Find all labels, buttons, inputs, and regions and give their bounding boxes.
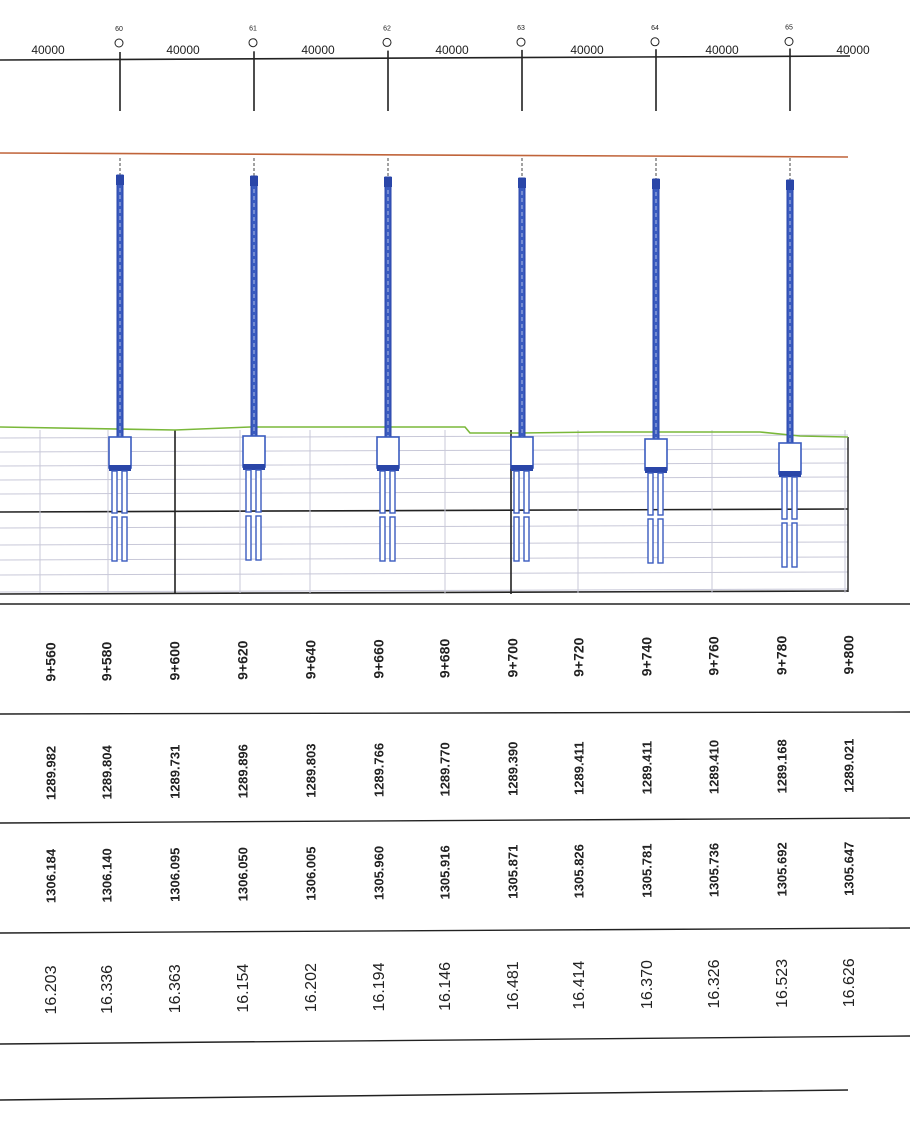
- soil-layer-grid: [0, 430, 849, 595]
- span-length-label: 40000: [435, 43, 469, 57]
- table-cell: 16.154: [235, 964, 252, 1013]
- table-cell: 9+620: [235, 640, 251, 680]
- pier-axis-marker: [784, 37, 794, 46]
- table-cell: 9+740: [639, 637, 655, 677]
- pier-structures: [108, 158, 802, 568]
- table-rules: [0, 603, 910, 1101]
- table-cell: 9+800: [841, 635, 857, 675]
- table-cell: 1289.982: [43, 746, 58, 800]
- table-cell: 1289.804: [99, 745, 114, 800]
- table-cell: 16.370: [639, 960, 656, 1009]
- table-cell: 1306.005: [303, 846, 318, 900]
- table-cell: 16.414: [571, 961, 588, 1010]
- table-cell: 1289.411: [639, 741, 654, 795]
- table-cell: 9+680: [437, 639, 453, 679]
- pier-number-label: 63: [517, 25, 525, 32]
- pier-markers: 60 61 62 63 64 65: [114, 25, 794, 111]
- ground-elevation-row: 1289.982 1289.804 1289.731 1289.896 1289.803…: [43, 739, 856, 800]
- table-cell: 1305.647: [841, 842, 856, 896]
- span-length-label: 40000: [570, 43, 604, 57]
- pier: [376, 158, 400, 562]
- table-cell: 16.481: [505, 961, 522, 1010]
- span-length-label: 40000: [836, 43, 870, 57]
- table-cell: 16.202: [303, 963, 320, 1012]
- pier-axis-marker: [114, 38, 124, 48]
- table-cell: 16.203: [43, 965, 60, 1014]
- table-cell: 1289.896: [235, 744, 250, 798]
- table-cell: 9+700: [505, 638, 521, 678]
- table-cell: 1306.095: [167, 848, 182, 902]
- pier-number-label: 65: [785, 25, 793, 32]
- table-cell: 16.146: [437, 962, 454, 1011]
- span-labels: 40000 40000 40000 40000 40000 40000 40000: [31, 43, 870, 57]
- table-cell: 16.626: [841, 958, 858, 1007]
- table-cell: 1305.826: [571, 844, 586, 898]
- pier-axis-marker: [650, 37, 660, 47]
- table-cell: 1305.916: [437, 845, 452, 899]
- pier: [778, 158, 802, 568]
- span-dimension-line: [0, 55, 851, 61]
- table-cell: 9+600: [167, 641, 183, 681]
- height-row: 16.203 16.336 16.363 16.154 16.202 16.194 16.1…: [43, 958, 858, 1014]
- pier-number-label: 61: [249, 26, 257, 33]
- table-cell: 16.326: [706, 959, 723, 1008]
- table-cell: 1305.736: [706, 843, 721, 897]
- table-cell: 9+640: [303, 640, 319, 680]
- table-cell: 16.523: [774, 959, 791, 1008]
- table-cell: 1289.168: [774, 739, 789, 793]
- table-cell: 1289.766: [371, 743, 386, 797]
- design-elevation-row: 1306.184 1306.140 1306.095 1306.050 1306.005…: [43, 842, 856, 903]
- table-cell: 1306.050: [235, 847, 250, 901]
- span-length-label: 40000: [31, 43, 65, 57]
- table-cell: 1289.803: [303, 743, 318, 797]
- pier-axis-marker: [516, 37, 526, 47]
- table-cell: 1306.140: [99, 848, 114, 902]
- pier: [644, 158, 668, 564]
- span-length-label: 40000: [301, 43, 335, 57]
- table-cell: 1289.021: [841, 739, 856, 793]
- span-length-label: 40000: [705, 43, 739, 57]
- table-cell: 1289.410: [706, 740, 721, 794]
- table-cell: 1305.871: [505, 845, 520, 899]
- chainage-row: 9+560 9+580 9+600 9+620 9+640 9+660 9+680 9+700…: [43, 635, 857, 682]
- pier: [242, 158, 266, 561]
- table-cell: 16.363: [167, 964, 184, 1013]
- table-cell: 9+660: [371, 639, 387, 679]
- pier-number-label: 60: [115, 26, 123, 33]
- pier: [108, 158, 132, 562]
- pier-axis-marker: [382, 37, 392, 47]
- table-cell: 1305.692: [774, 842, 789, 896]
- span-length-label: 40000: [166, 43, 200, 57]
- ground-line: [0, 426, 849, 438]
- table-cell: 1305.960: [371, 846, 386, 900]
- pier-number-label: 62: [383, 25, 391, 32]
- table-cell: 9+560: [43, 642, 59, 682]
- table-cell: 9+580: [99, 642, 115, 682]
- table-cell: 1289.390: [505, 742, 520, 796]
- table-cell: 9+760: [706, 636, 722, 676]
- deck-line: [0, 152, 849, 158]
- table-cell: 1289.770: [437, 742, 452, 796]
- table-cell: 16.194: [371, 962, 388, 1011]
- table-cell: 1305.781: [639, 843, 654, 897]
- table-cell: 16.336: [99, 965, 116, 1014]
- pier-axis-marker: [248, 38, 258, 48]
- table-cell: 1306.184: [43, 848, 58, 903]
- table-cell: 1289.411: [571, 741, 586, 795]
- table-cell: 1289.731: [167, 745, 182, 799]
- pier-number-label: 64: [651, 25, 659, 32]
- table-cell: 9+780: [774, 636, 790, 676]
- table-cell: 9+720: [571, 637, 587, 677]
- pier: [510, 158, 534, 562]
